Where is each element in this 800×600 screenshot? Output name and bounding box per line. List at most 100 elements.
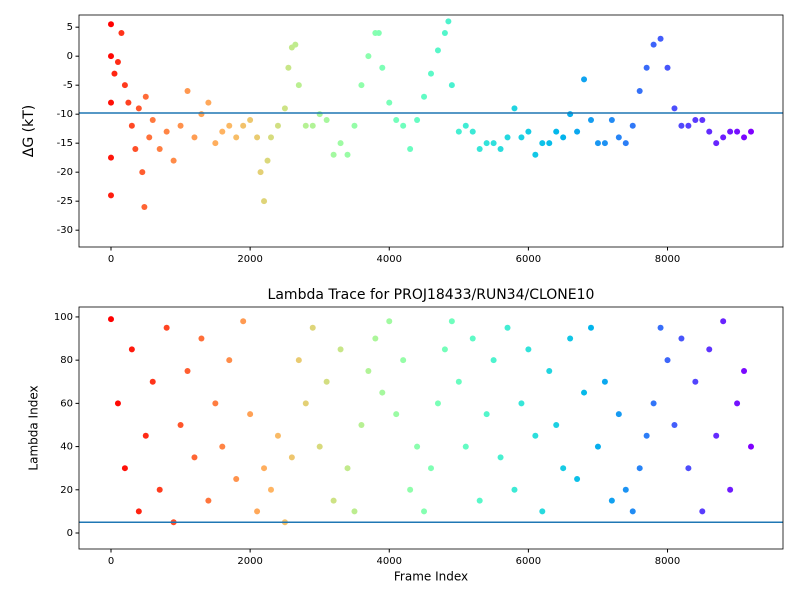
point <box>713 140 720 147</box>
y-tick-label: -15 <box>57 138 73 149</box>
point <box>434 47 441 54</box>
point <box>337 140 344 147</box>
point <box>114 58 121 65</box>
point <box>121 465 128 472</box>
point <box>692 378 699 385</box>
point <box>351 122 358 129</box>
point <box>483 411 490 418</box>
point <box>205 99 212 106</box>
point <box>375 29 382 36</box>
point <box>629 122 636 129</box>
point <box>108 21 114 28</box>
x-tick-label: 6000 <box>516 556 541 567</box>
point <box>553 128 560 135</box>
point <box>128 346 135 353</box>
x-tick-label: 2000 <box>237 556 262 567</box>
x-axis-label: Frame Index <box>394 570 468 584</box>
x-tick-label: 4000 <box>377 556 402 567</box>
point <box>504 134 511 141</box>
point <box>344 465 351 472</box>
point <box>118 29 125 36</box>
point <box>177 122 184 129</box>
point <box>226 357 233 364</box>
point <box>233 475 240 482</box>
point <box>734 128 741 135</box>
point <box>706 128 713 135</box>
point <box>407 145 414 152</box>
point <box>184 87 191 94</box>
point <box>448 82 455 89</box>
point <box>302 400 309 407</box>
point <box>108 154 114 161</box>
point <box>441 346 448 353</box>
point <box>608 497 615 504</box>
point <box>261 465 268 472</box>
point <box>525 128 532 135</box>
point <box>629 508 636 515</box>
point <box>594 140 601 147</box>
point <box>132 145 139 152</box>
point <box>177 421 184 428</box>
point <box>678 335 685 342</box>
point <box>727 128 734 135</box>
point <box>546 140 553 147</box>
point <box>428 465 434 472</box>
point <box>490 357 497 364</box>
y-tick-label: -10 <box>57 109 73 120</box>
point <box>281 105 288 112</box>
point <box>455 378 462 385</box>
y-tick-label: 80 <box>60 355 73 366</box>
point <box>156 486 163 493</box>
point <box>476 497 483 504</box>
point <box>546 367 553 374</box>
point <box>330 151 337 158</box>
point <box>141 203 148 210</box>
point <box>219 128 226 135</box>
point <box>532 151 539 158</box>
point <box>257 169 264 176</box>
point <box>198 335 205 342</box>
point <box>264 157 271 164</box>
point <box>295 82 302 89</box>
point <box>309 122 316 129</box>
point <box>483 140 490 147</box>
point <box>219 443 226 450</box>
point <box>448 318 455 325</box>
point <box>142 93 149 100</box>
point <box>469 335 476 342</box>
point <box>163 128 170 135</box>
point <box>504 324 511 331</box>
point <box>386 99 393 106</box>
point <box>108 99 114 106</box>
point <box>553 421 560 428</box>
point <box>539 140 546 147</box>
point <box>191 134 198 141</box>
point <box>650 41 657 48</box>
point <box>323 116 330 123</box>
point <box>622 140 629 147</box>
point <box>292 41 299 48</box>
point <box>365 53 372 60</box>
point <box>685 465 692 472</box>
point <box>713 432 720 439</box>
point <box>274 432 281 439</box>
x-tick-label: 8000 <box>655 254 680 265</box>
point <box>650 400 657 407</box>
point <box>254 508 261 515</box>
point <box>560 465 567 472</box>
point <box>574 475 581 482</box>
point <box>741 367 748 374</box>
point <box>393 411 400 418</box>
y-tick-label: 60 <box>60 398 73 409</box>
point <box>379 64 386 71</box>
y-tick-label: 5 <box>67 22 73 33</box>
y-axis-label: ΔG (kT) <box>21 105 37 157</box>
point <box>727 486 734 493</box>
point <box>108 192 114 199</box>
point <box>240 122 247 129</box>
point <box>532 432 539 439</box>
point <box>671 105 678 112</box>
point <box>692 116 699 123</box>
point <box>149 378 156 385</box>
